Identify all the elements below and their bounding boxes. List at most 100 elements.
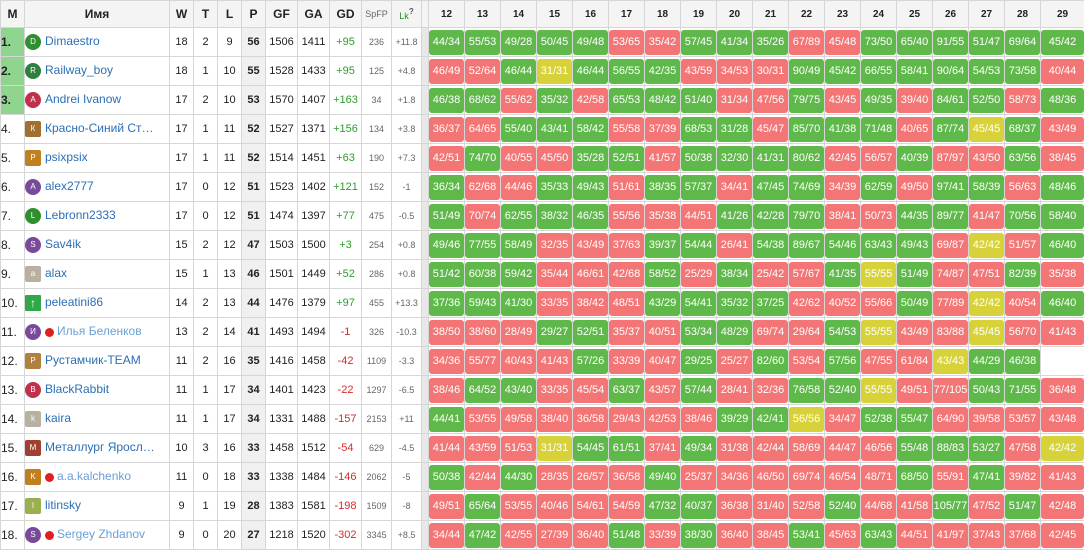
match-score[interactable]: 58/73 — [1005, 88, 1040, 113]
match-cell[interactable]: 46/35 — [573, 202, 609, 231]
match-cell[interactable]: 54/53 — [969, 57, 1005, 86]
match-score[interactable]: 36/40 — [573, 523, 608, 548]
match-cell[interactable]: 34/41 — [717, 173, 753, 202]
match-cell[interactable]: 51/47 — [1005, 492, 1041, 521]
match-score[interactable]: 34/39 — [825, 175, 860, 200]
match-cell[interactable]: 49/28 — [501, 28, 537, 57]
match-cell[interactable]: 55/55 — [861, 260, 897, 289]
match-score[interactable]: 43/59 — [465, 436, 500, 461]
match-score[interactable]: 55/62 — [501, 88, 536, 113]
match-cell[interactable]: 62/55 — [501, 202, 537, 231]
match-cell[interactable]: 41/30 — [501, 289, 537, 318]
col-w[interactable]: W — [170, 1, 194, 28]
match-cell[interactable]: 56/56 — [789, 405, 825, 434]
match-cell[interactable]: 33/35 — [537, 289, 573, 318]
match-cell[interactable]: 49/43 — [897, 231, 933, 260]
round-header[interactable]: 29 — [1041, 1, 1084, 28]
match-cell[interactable]: 34/47 — [825, 405, 861, 434]
match-score[interactable]: 87/74 — [933, 117, 968, 142]
match-cell[interactable]: 77/105 — [933, 376, 969, 405]
match-cell[interactable]: 52/50 — [969, 86, 1005, 115]
match-cell[interactable]: 42/55 — [501, 521, 537, 550]
match-cell[interactable]: 42/44 — [753, 434, 789, 463]
match-score[interactable]: 43/45 — [825, 88, 860, 113]
match-cell[interactable]: 42/35 — [645, 57, 681, 86]
match-cell[interactable]: 58/42 — [573, 115, 609, 144]
match-cell[interactable]: 39/40 — [897, 86, 933, 115]
match-score[interactable]: 34/41 — [717, 175, 752, 200]
match-score[interactable]: 54/44 — [681, 233, 716, 258]
match-score[interactable]: 52/51 — [609, 146, 644, 171]
match-score[interactable]: 35/38 — [645, 204, 680, 229]
match-score[interactable]: 51/47 — [1005, 494, 1040, 519]
match-cell[interactable]: 34/44 — [429, 521, 465, 550]
match-cell[interactable]: 40/65 — [897, 115, 933, 144]
match-score[interactable]: 46/35 — [573, 204, 608, 229]
match-score[interactable]: 65/40 — [897, 30, 932, 55]
match-score[interactable]: 65/64 — [465, 494, 500, 519]
match-cell[interactable]: 51/61 — [609, 173, 645, 202]
match-cell[interactable]: 43/41 — [537, 115, 573, 144]
match-cell[interactable]: 30/31 — [753, 57, 789, 86]
match-cell[interactable]: 38/40 — [537, 405, 573, 434]
match-score[interactable]: 42/53 — [645, 407, 680, 432]
match-cell[interactable]: 36/40 — [717, 521, 753, 550]
match-score[interactable]: 42/44 — [753, 436, 788, 461]
match-cell[interactable]: 65/64 — [465, 492, 501, 521]
match-cell[interactable]: 43/29 — [645, 289, 681, 318]
match-score[interactable]: 49/35 — [861, 88, 896, 113]
match-cell[interactable]: 44/68 — [861, 492, 897, 521]
match-score[interactable]: 56/70 — [1005, 320, 1040, 345]
col-ga[interactable]: GA — [298, 1, 330, 28]
match-score[interactable]: 69/74 — [753, 320, 788, 345]
match-cell[interactable]: 53/55 — [465, 405, 501, 434]
match-score[interactable]: 54/53 — [825, 320, 860, 345]
match-score[interactable]: 52/64 — [465, 59, 500, 84]
match-cell[interactable]: 58/41 — [897, 57, 933, 86]
avatar[interactable]: М — [25, 440, 41, 456]
match-score[interactable]: 52/58 — [789, 494, 824, 519]
match-score[interactable]: 42/58 — [573, 88, 608, 113]
match-cell[interactable]: 45/45 — [969, 115, 1005, 144]
match-score[interactable]: 90/64 — [933, 59, 968, 84]
match-cell[interactable]: 62/68 — [465, 173, 501, 202]
match-score[interactable]: 58/41 — [897, 59, 932, 84]
match-score[interactable]: 62/55 — [501, 204, 536, 229]
match-cell[interactable]: 33/39 — [609, 347, 645, 376]
player-link[interactable]: Andrei Ivanow — [45, 92, 121, 106]
match-cell[interactable]: 41/34 — [717, 28, 753, 57]
avatar[interactable]: S — [25, 237, 41, 253]
match-score[interactable]: 34/44 — [429, 523, 464, 548]
match-cell[interactable]: 25/37 — [681, 463, 717, 492]
match-score[interactable]: 44/51 — [897, 523, 932, 548]
match-score[interactable]: 42/62 — [789, 291, 824, 316]
match-score[interactable]: 50/38 — [429, 465, 464, 490]
match-score[interactable]: 38/46 — [429, 378, 464, 403]
match-score[interactable]: 47/41 — [969, 465, 1004, 490]
match-score[interactable]: 43/49 — [897, 320, 932, 345]
match-score[interactable]: 40/51 — [645, 320, 680, 345]
match-cell[interactable]: 59/43 — [465, 289, 501, 318]
match-cell[interactable]: 36/58 — [609, 463, 645, 492]
match-cell[interactable]: 68/62 — [465, 86, 501, 115]
match-score[interactable]: 51/42 — [429, 262, 464, 287]
match-cell[interactable]: 54/45 — [573, 434, 609, 463]
match-score[interactable]: 37/43 — [969, 523, 1004, 548]
match-score[interactable]: 40/44 — [1041, 59, 1084, 84]
match-cell[interactable]: 87/74 — [933, 115, 969, 144]
match-cell[interactable]: 26/57 — [573, 463, 609, 492]
match-score[interactable]: 40/39 — [897, 146, 932, 171]
match-cell[interactable]: 64/65 — [465, 115, 501, 144]
match-cell[interactable]: 53/65 — [609, 28, 645, 57]
col-spfp[interactable]: SpFP — [362, 1, 392, 28]
match-score[interactable]: 69/74 — [789, 465, 824, 490]
match-cell[interactable]: 65/53 — [609, 86, 645, 115]
round-header[interactable]: 14 — [501, 1, 537, 28]
match-score[interactable]: 85/70 — [789, 117, 824, 142]
match-cell[interactable]: 55/47 — [897, 405, 933, 434]
match-score[interactable]: 49/28 — [501, 30, 536, 55]
match-cell[interactable]: 84/61 — [933, 86, 969, 115]
match-cell[interactable]: 42/42 — [1041, 434, 1084, 463]
match-score[interactable]: 55/47 — [897, 407, 932, 432]
match-cell[interactable]: 51/57 — [1005, 231, 1041, 260]
